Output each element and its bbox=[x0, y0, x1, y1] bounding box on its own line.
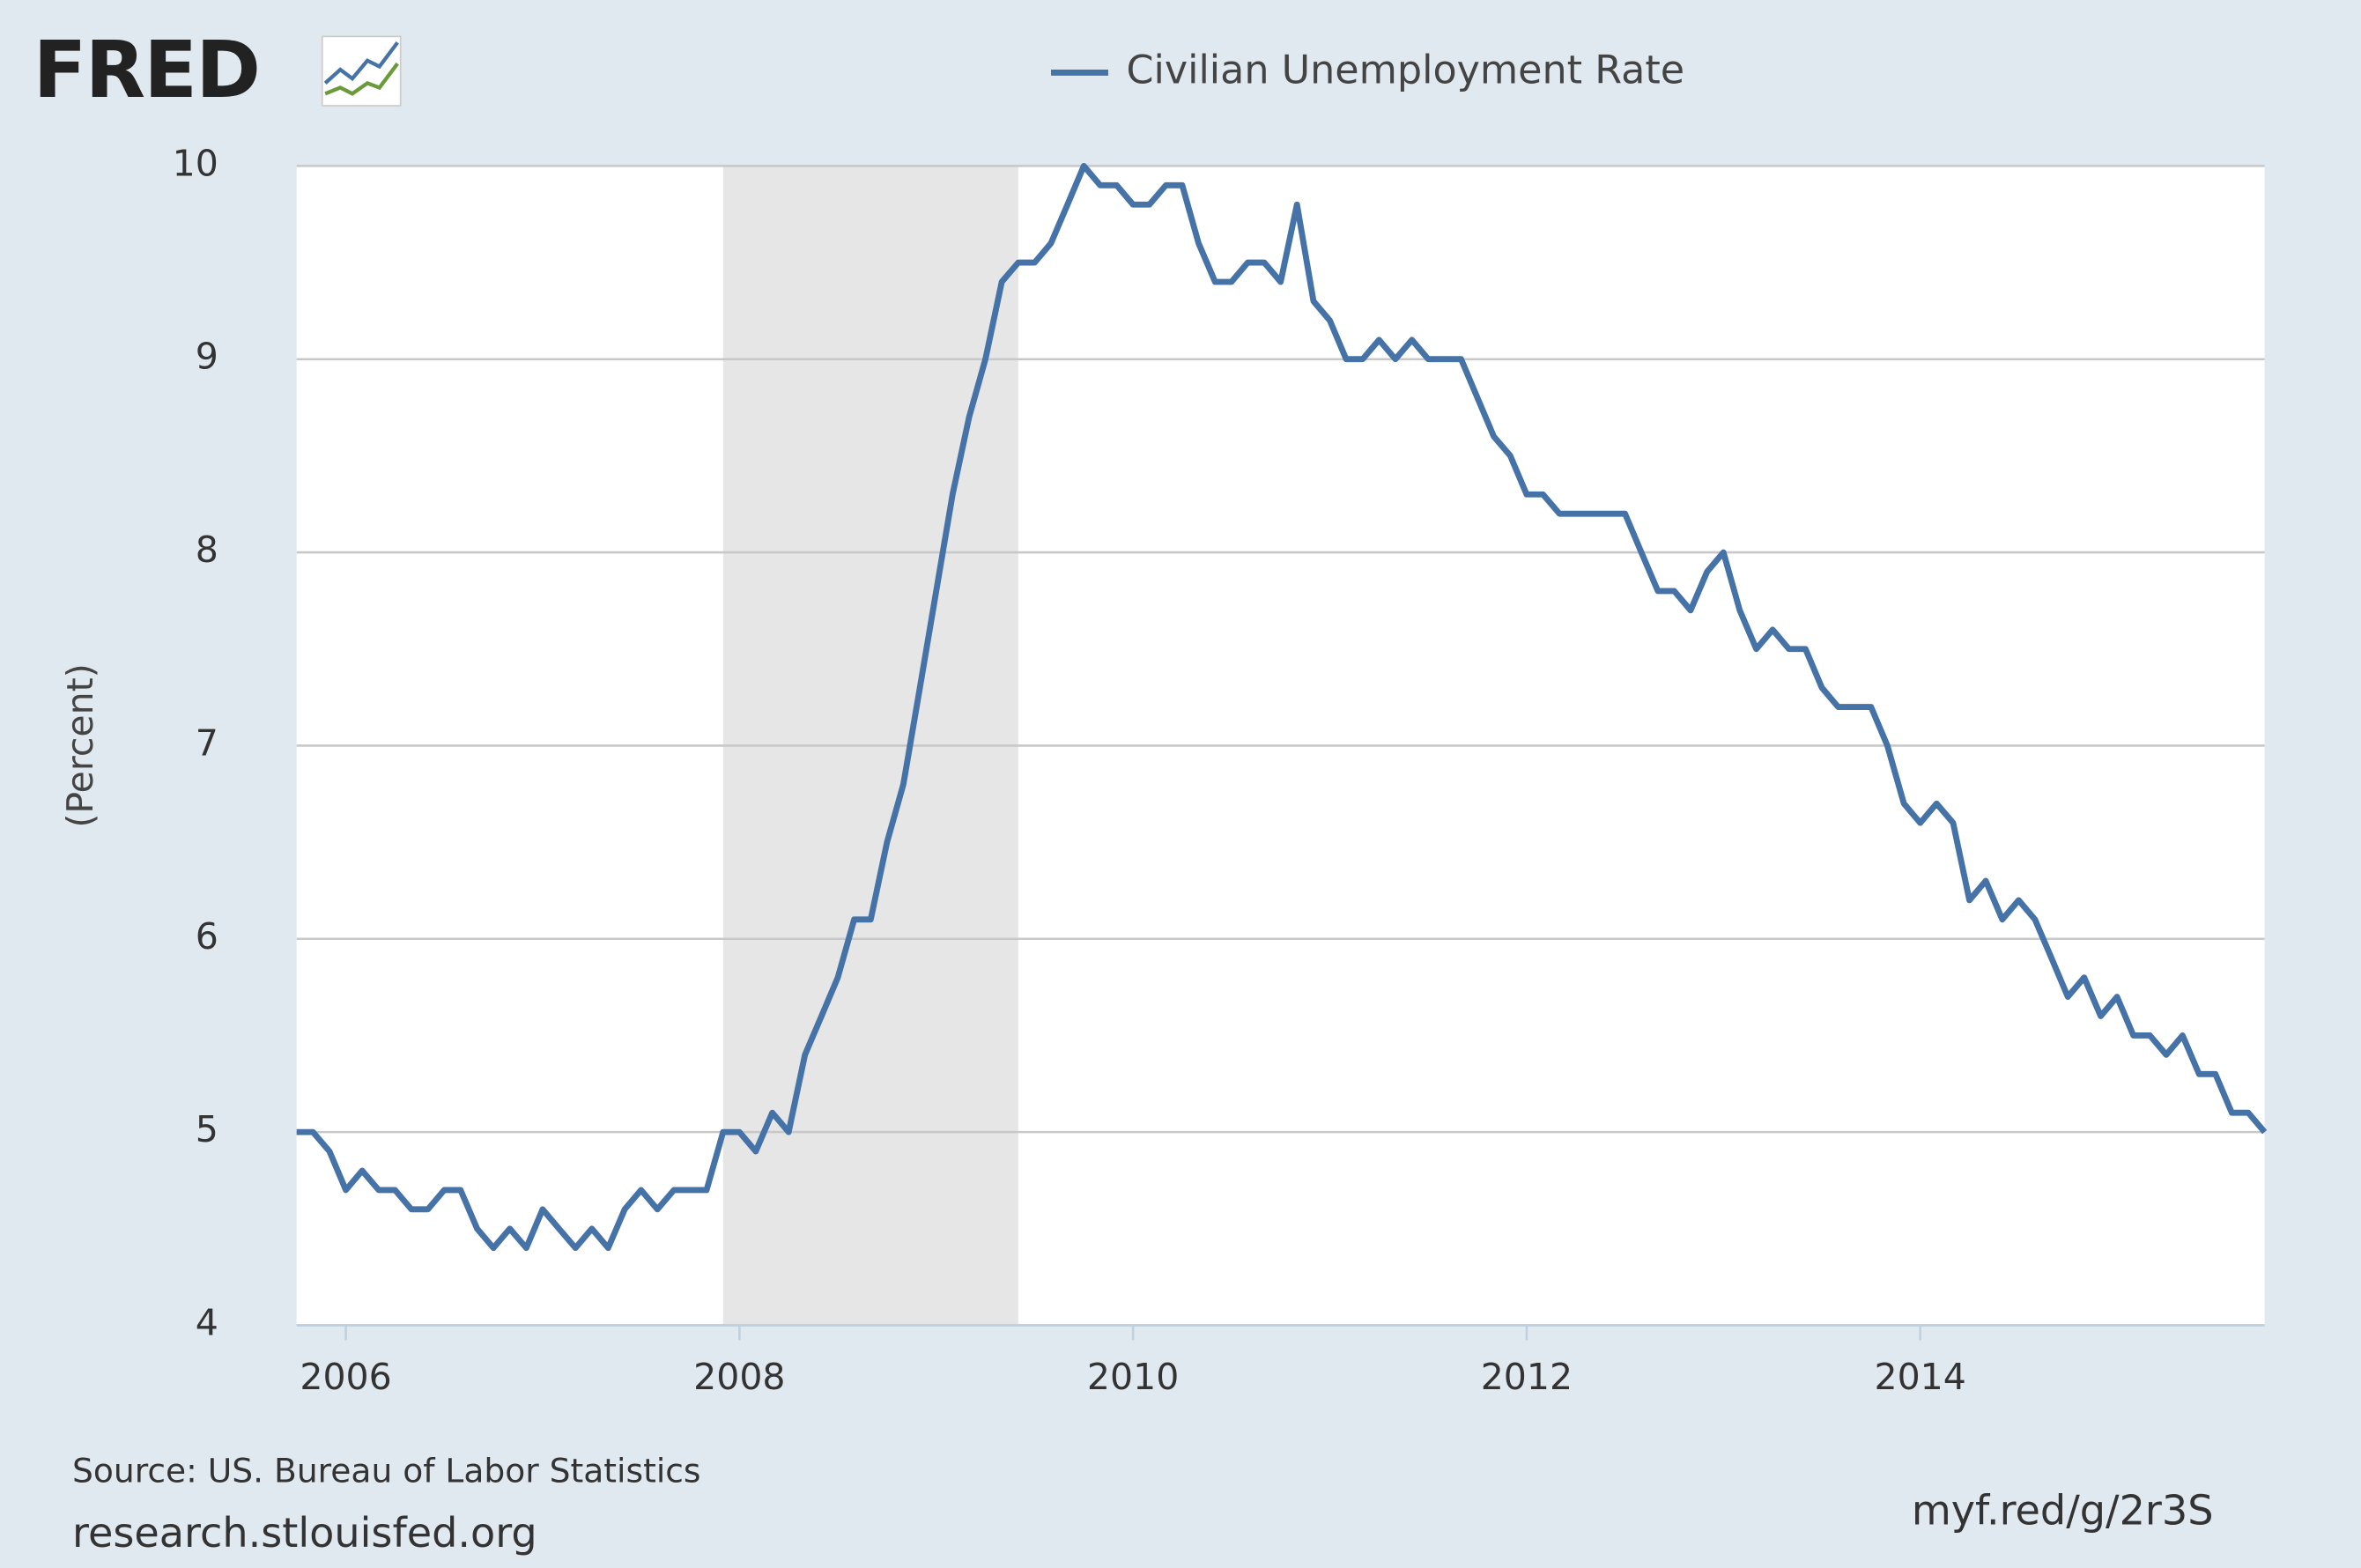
logo-icon-line bbox=[323, 41, 399, 85]
y-axis-label: (Percent) bbox=[59, 663, 101, 827]
y-tick-label: 6 bbox=[196, 915, 218, 958]
source: Source: US. Bureau of Labor Statistics bbox=[72, 1451, 701, 1490]
logo-icon bbox=[321, 35, 402, 107]
y-tick-label: 9 bbox=[196, 336, 218, 378]
x-tick-label: 2012 bbox=[1481, 1356, 1573, 1398]
x-tick-label: 2010 bbox=[1087, 1356, 1179, 1398]
data-line bbox=[296, 162, 2268, 1252]
x-tick-label: 2008 bbox=[693, 1356, 785, 1398]
y-tick-label: 5 bbox=[196, 1108, 218, 1150]
logo: FRED bbox=[33, 25, 402, 115]
y-tick-label: 10 bbox=[173, 142, 218, 184]
site: research.stlouisfed.org bbox=[72, 1509, 537, 1557]
y-tick-label: 7 bbox=[196, 721, 218, 764]
x-tick-label: 2006 bbox=[300, 1356, 391, 1398]
y-tick-label: 8 bbox=[196, 529, 218, 571]
x-tick-label: 2014 bbox=[1874, 1356, 1965, 1398]
logo-text: FRED bbox=[33, 25, 260, 115]
logo-icon-line bbox=[324, 62, 399, 96]
legend-label: Civilian Unemployment Rate bbox=[1126, 48, 1684, 92]
short-link: myf.red/g/2r3S bbox=[1912, 1487, 2214, 1535]
y-tick-label: 4 bbox=[196, 1301, 218, 1343]
